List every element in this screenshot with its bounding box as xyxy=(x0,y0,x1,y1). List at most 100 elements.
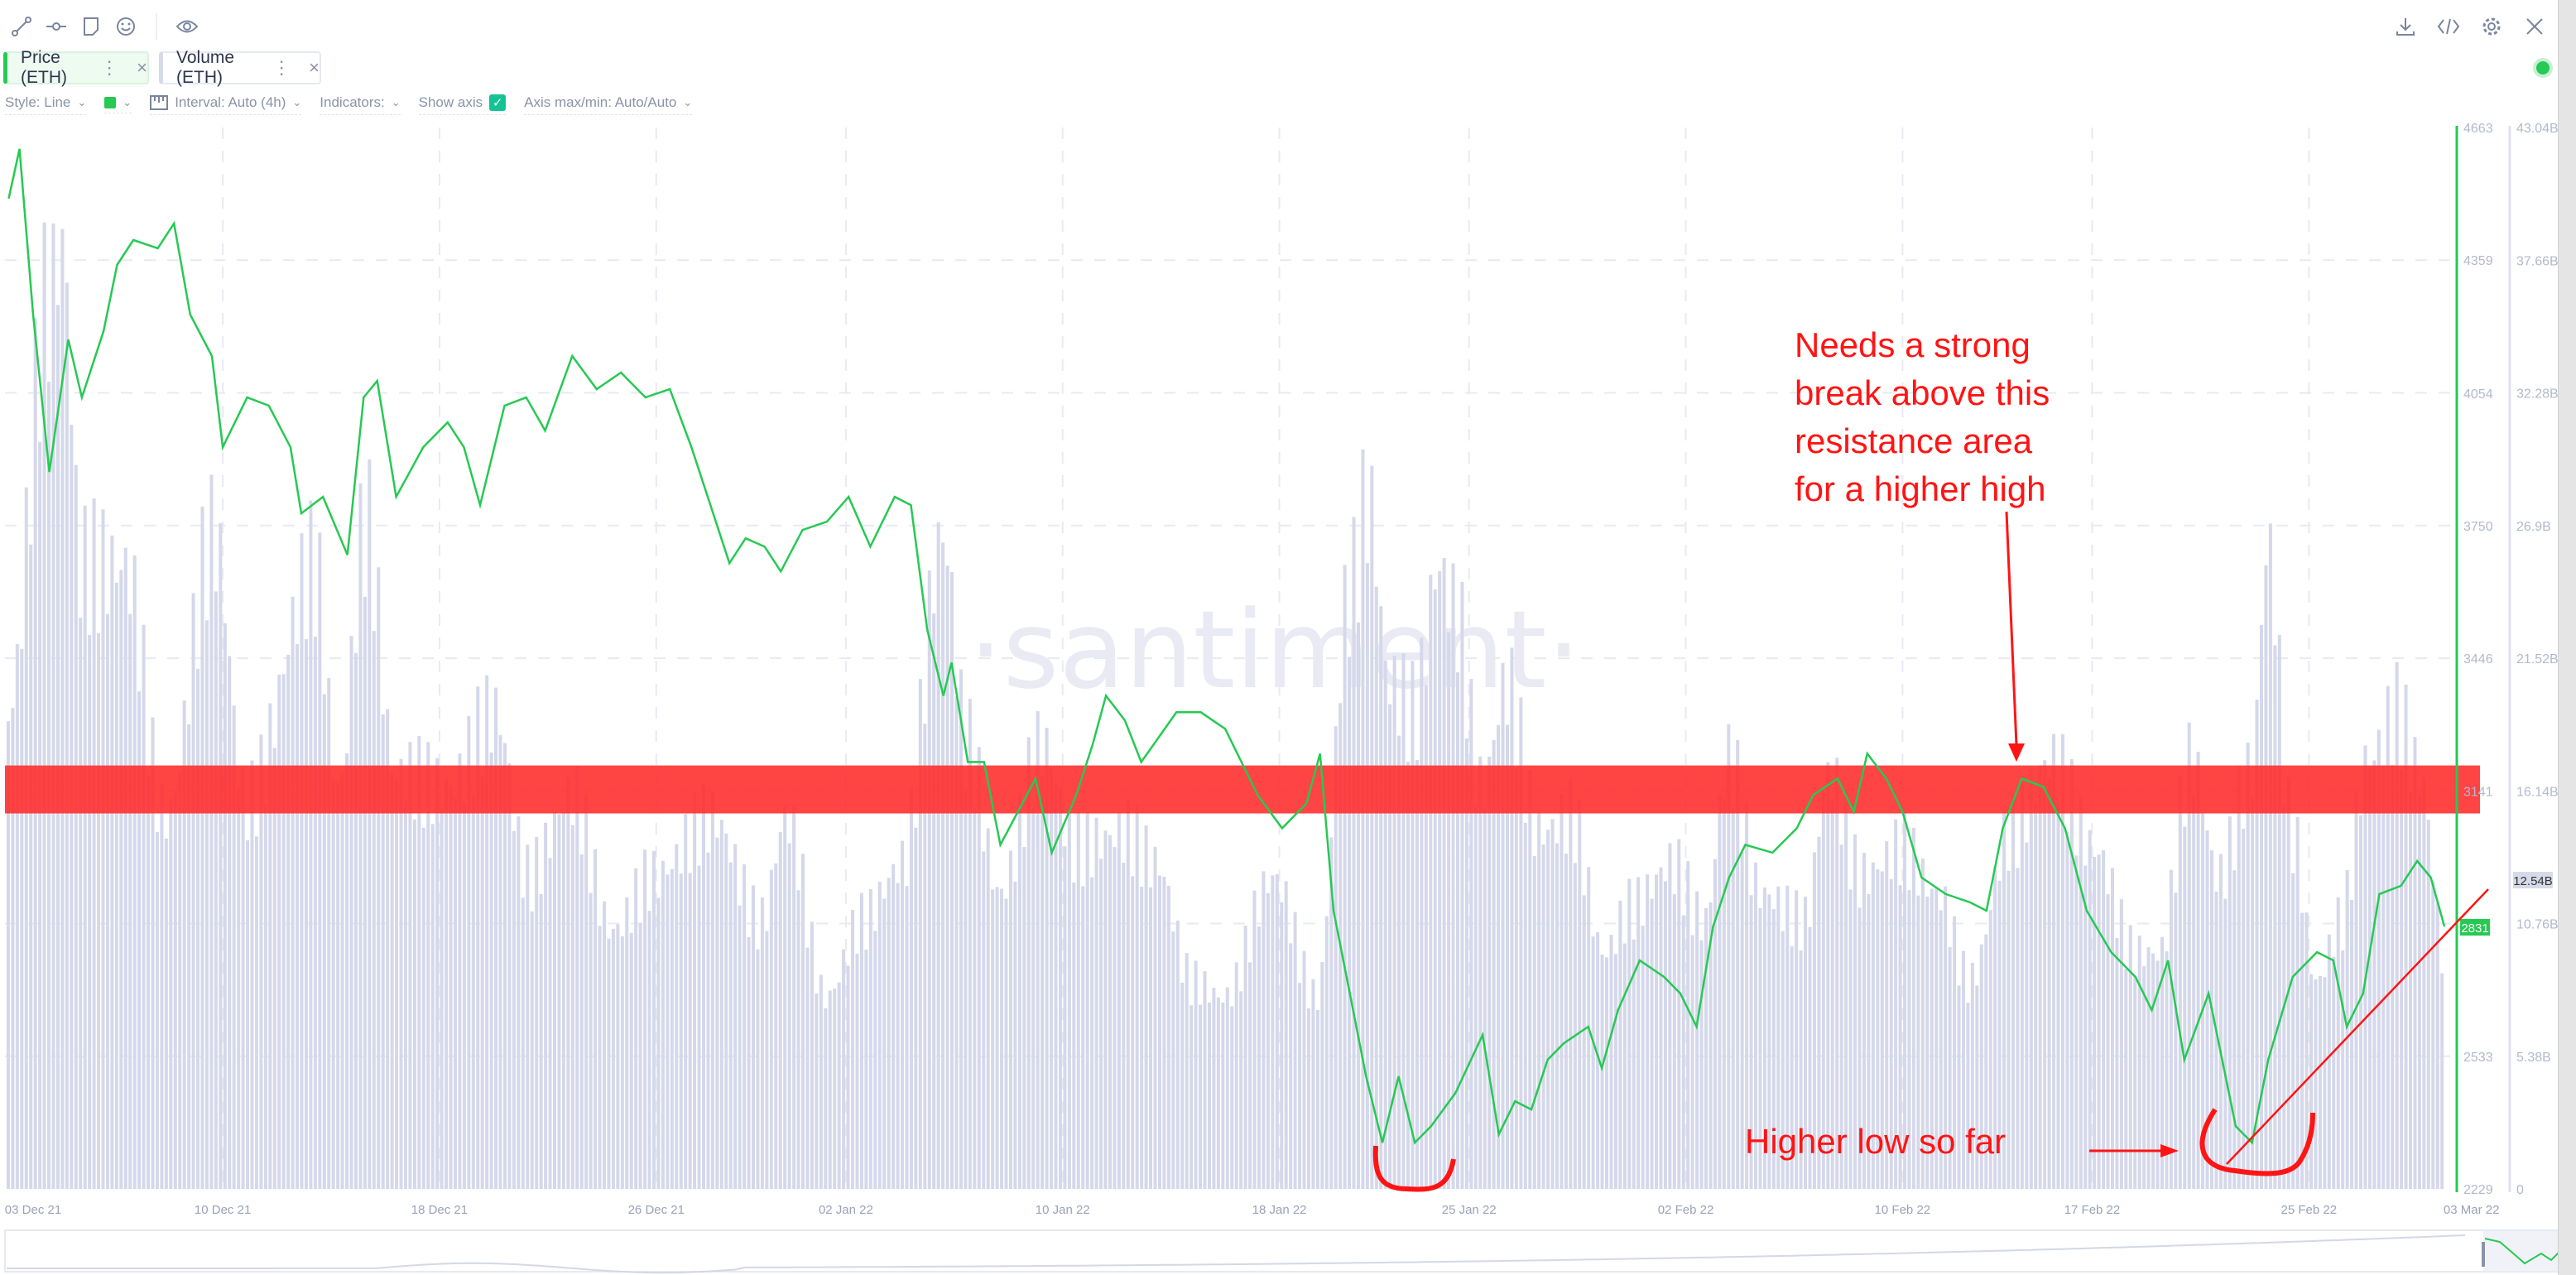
volume-bar xyxy=(1839,844,1843,1189)
price-axis: 4663 4359 4054 3750 3446 3141 2533 2229 xyxy=(2463,122,2493,1197)
navigator[interactable] xyxy=(4,1229,2572,1274)
volume-bar xyxy=(178,772,182,1189)
volume-bar xyxy=(1257,926,1261,1189)
volume-bar xyxy=(291,596,295,1189)
volume-bar xyxy=(1076,811,1080,1189)
volume-bar xyxy=(1248,962,1252,1189)
volume-bar xyxy=(728,862,733,1189)
volume-bar xyxy=(399,758,403,1189)
volume-bar xyxy=(304,639,308,1189)
volume-bar xyxy=(1677,839,1681,1189)
volume-bar xyxy=(15,644,19,1189)
note-icon[interactable] xyxy=(74,10,108,43)
volume-bar xyxy=(1329,837,1334,1189)
volume-bar xyxy=(1487,757,1492,1189)
volume-bar xyxy=(743,864,747,1189)
interval-dropdown[interactable]: Interval: Auto (4h) ⌄ xyxy=(150,94,302,115)
page-scrollbar[interactable] xyxy=(2558,0,2576,1275)
volume-bar xyxy=(1880,871,1884,1189)
volume-bar xyxy=(1216,997,1220,1189)
volume-tick-label: 32.28B xyxy=(2516,387,2559,402)
volume-bar xyxy=(296,644,300,1189)
volume-bar xyxy=(570,825,574,1189)
metric-tab-volume[interactable]: Volume (ETH) ⋮ × xyxy=(159,48,321,87)
current-volume-badge: 12.54B xyxy=(2513,872,2553,888)
volume-tick-label: 37.66B xyxy=(2516,254,2559,268)
volume-bar xyxy=(1605,957,1609,1189)
volume-bar xyxy=(1166,885,1170,1189)
volume-bar xyxy=(2169,869,2173,1189)
volume-bar xyxy=(281,674,286,1189)
volume-bar xyxy=(603,901,607,1189)
color-dropdown[interactable]: ⌄ xyxy=(104,96,132,113)
volume-bar xyxy=(1370,465,1374,1189)
volume-bar xyxy=(1541,844,1545,1189)
volume-bar xyxy=(1889,878,1893,1189)
volume-bar xyxy=(1817,836,1821,1189)
volume-bar xyxy=(544,822,548,1189)
embed-code-icon[interactable] xyxy=(2432,10,2465,43)
volume-bar xyxy=(2358,815,2362,1189)
volume-bar xyxy=(1709,902,1713,1189)
volume-bar xyxy=(1804,897,1808,1189)
volume-bar xyxy=(805,947,810,1189)
volume-bar xyxy=(2209,850,2213,1189)
close-icon[interactable] xyxy=(2518,10,2551,43)
volume-bar xyxy=(502,743,507,1189)
volume-bar xyxy=(643,849,647,1189)
remove-metric-icon[interactable]: × xyxy=(309,57,320,78)
metric-tab-price[interactable]: Price (ETH) ⋮ × xyxy=(3,48,149,87)
settings-icon[interactable] xyxy=(2475,10,2508,43)
volume-bar xyxy=(1966,1003,1970,1189)
volume-bar xyxy=(2097,854,2101,1189)
emoji-icon[interactable] xyxy=(109,10,142,43)
more-options-icon[interactable]: ⋮ xyxy=(100,57,119,78)
volume-bar xyxy=(905,886,909,1189)
volume-bar xyxy=(512,830,516,1189)
show-axis-checkbox[interactable]: ✓ xyxy=(489,94,507,111)
volume-bar xyxy=(1122,862,1126,1189)
more-options-icon[interactable]: ⋮ xyxy=(272,57,291,78)
style-dropdown[interactable]: Style: Line ⌄ xyxy=(5,94,87,115)
volume-bar xyxy=(1975,985,1979,1189)
volume-bar xyxy=(119,570,123,1189)
volume-bar xyxy=(1514,767,1518,1189)
volume-bar xyxy=(941,542,945,1189)
volume-bar xyxy=(377,567,381,1189)
volume-bar xyxy=(2155,960,2160,1189)
volume-bar xyxy=(611,928,615,1189)
eye-icon[interactable] xyxy=(171,10,204,43)
volume-bar xyxy=(55,305,60,1189)
volume-bar xyxy=(2323,977,2327,1189)
chart-options: Style: Line ⌄ ⌄ Interval: Auto (4h) ⌄ Indi… xyxy=(5,94,710,115)
navigator-selection[interactable] xyxy=(2483,1230,2571,1272)
volume-bar xyxy=(810,921,814,1189)
volume-bar xyxy=(445,779,449,1189)
volume-bar xyxy=(1108,835,1112,1189)
volume-bar xyxy=(1894,819,1898,1189)
volume-bar xyxy=(2174,892,2178,1189)
axis-minmax-dropdown[interactable]: Axis max/min: Auto/Auto ⌄ xyxy=(524,94,693,115)
download-icon[interactable] xyxy=(2389,10,2422,43)
volume-bar xyxy=(842,949,846,1189)
volume-bar xyxy=(372,631,376,1189)
volume-bar xyxy=(2277,634,2281,1189)
live-status-dot xyxy=(2536,61,2550,75)
show-axis-toggle[interactable]: Show axis ✓ xyxy=(418,94,507,115)
higher-low-annotation: Higher low so far xyxy=(1745,1122,2006,1161)
volume-bar xyxy=(147,774,151,1189)
line-tool-icon[interactable] xyxy=(5,10,38,43)
volume-bar xyxy=(1582,895,1586,1189)
volume-bar xyxy=(774,863,778,1189)
volume-bar xyxy=(1916,895,1920,1189)
volume-bar xyxy=(959,669,963,1189)
volume-bar xyxy=(710,791,714,1189)
volume-bar xyxy=(1686,861,1690,1189)
navigator-left-handle[interactable] xyxy=(2482,1242,2485,1267)
volume-bar xyxy=(1560,794,1564,1189)
horizontal-ray-icon[interactable] xyxy=(40,10,73,43)
volume-bar xyxy=(1149,887,1153,1189)
remove-metric-icon[interactable]: × xyxy=(137,57,147,78)
indicators-dropdown[interactable]: Indicators: ⌄ xyxy=(320,94,401,115)
